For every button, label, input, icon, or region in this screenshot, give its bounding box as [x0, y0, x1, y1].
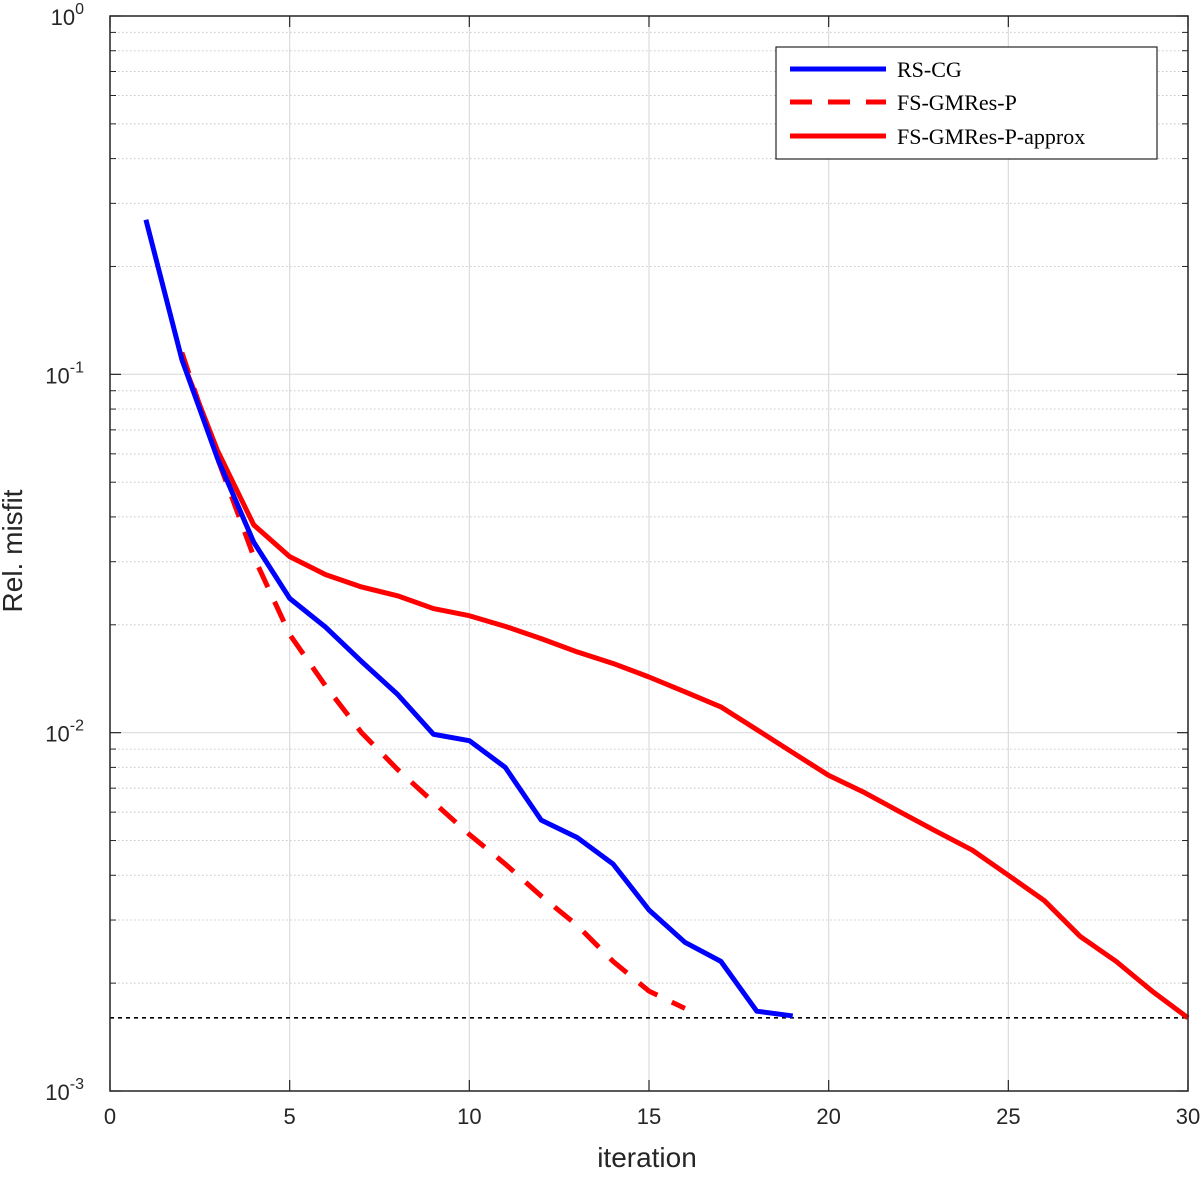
legend-label-rs-cg: RS-CG — [897, 57, 962, 82]
y-tick-label: 10-2 — [45, 718, 84, 747]
series-line-fs-gmres-p — [179, 351, 687, 1011]
tick-marks — [109, 15, 1189, 1092]
x-tick-label: 15 — [637, 1104, 661, 1129]
series-line-rs-cg — [143, 219, 794, 1019]
x-tick-label: 20 — [816, 1104, 840, 1129]
legend-label-fs-gmres-p-approx: FS-GMRes-P-approx — [897, 124, 1085, 149]
y-tick-labels: 10-3 10-2 10-1 100 — [45, 1, 84, 1105]
y-tick-label: 10-3 — [45, 1076, 84, 1105]
y-tick-label: 100 — [51, 1, 84, 30]
x-tick-label: 25 — [996, 1104, 1020, 1129]
x-tick-label: 30 — [1176, 1104, 1200, 1129]
x-tick-label: 0 — [104, 1104, 116, 1129]
x-tick-label: 10 — [457, 1104, 481, 1129]
x-tick-label: 5 — [284, 1104, 296, 1129]
y-axis-label: Rel. misfit — [0, 489, 28, 612]
x-tick-labels: 0 5 10 15 20 25 30 — [104, 1104, 1200, 1129]
legend: RS-CG FS-GMRes-P FS-GMRes-P-approx — [775, 46, 1158, 160]
legend-label-fs-gmres-p: FS-GMRes-P — [897, 90, 1017, 115]
series-line-fs-gmres-p-approx — [179, 358, 1190, 1020]
x-axis-label: iteration — [597, 1142, 697, 1173]
series-layer — [143, 219, 1190, 1020]
y-tick-label: 10-1 — [45, 359, 84, 388]
